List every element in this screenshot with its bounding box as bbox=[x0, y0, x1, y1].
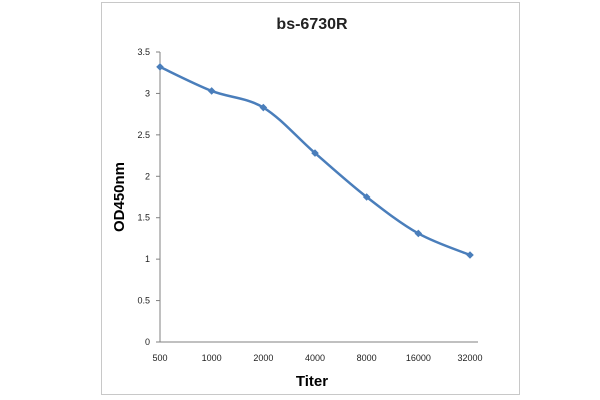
data-markers bbox=[156, 63, 474, 259]
x-tick-label: 8000 bbox=[357, 353, 377, 363]
x-tick-label: 16000 bbox=[406, 353, 431, 363]
data-point bbox=[311, 149, 319, 157]
x-axis-label: Titer bbox=[296, 373, 328, 390]
x-tick-label: 32000 bbox=[457, 353, 482, 363]
y-tick-label: 2 bbox=[145, 171, 150, 181]
y-tick-label: 1 bbox=[145, 254, 150, 264]
x-tick-label: 500 bbox=[152, 353, 167, 363]
y-tick-label: 3 bbox=[145, 88, 150, 98]
data-point bbox=[362, 193, 371, 201]
x-tick-label: 4000 bbox=[305, 353, 325, 363]
data-point bbox=[466, 251, 474, 259]
data-point bbox=[414, 229, 423, 238]
chart-title: bs-6730R bbox=[276, 16, 348, 33]
y-tick-label: 0.5 bbox=[137, 296, 150, 306]
y-tick-label: 0 bbox=[145, 337, 150, 347]
x-tick-label: 2000 bbox=[253, 353, 273, 363]
data-point bbox=[259, 103, 268, 112]
y-axis-label: OD450nm bbox=[111, 162, 128, 232]
y-ticks: 0 0.5 1 1.5 2 2.5 3 3.5 bbox=[137, 47, 160, 347]
series-line bbox=[159, 65, 471, 257]
data-point bbox=[207, 87, 216, 95]
x-tick-label: 1000 bbox=[202, 353, 222, 363]
x-ticks: 500 1000 2000 4000 8000 16000 32000 bbox=[152, 353, 482, 363]
y-tick-label: 1.5 bbox=[137, 213, 150, 223]
y-tick-label: 3.5 bbox=[137, 47, 150, 57]
data-point bbox=[156, 63, 164, 71]
chart-frame bbox=[101, 2, 520, 395]
y-tick-label: 2.5 bbox=[137, 130, 150, 140]
